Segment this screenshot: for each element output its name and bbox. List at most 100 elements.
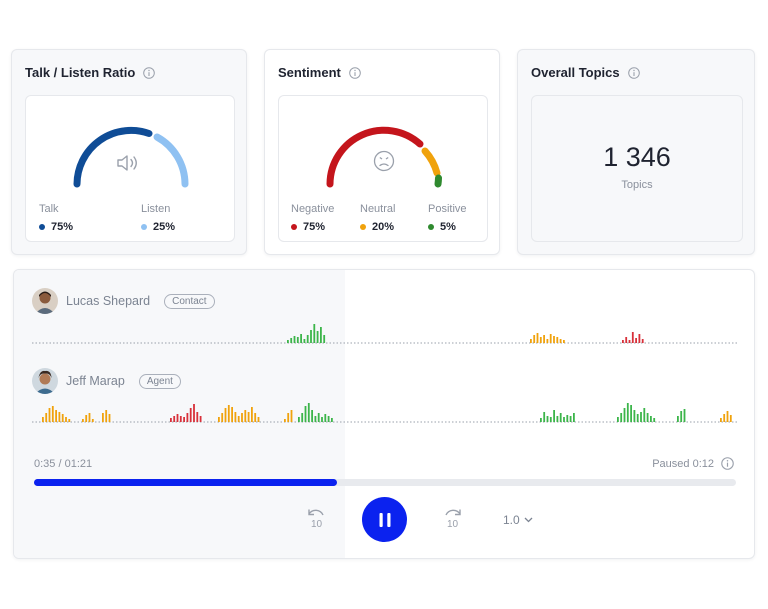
waveform-bar [680, 411, 683, 422]
waveform-bar [251, 407, 253, 422]
waveform-bar [196, 412, 199, 422]
waveform-bar [640, 412, 642, 422]
info-icon[interactable] [143, 66, 156, 79]
waveform-bar [290, 338, 293, 343]
waveform-bar [536, 333, 539, 343]
waveform-bar [559, 339, 562, 343]
talk-value: 75% [51, 221, 74, 233]
svg-text:10: 10 [447, 519, 459, 530]
waveform-bar [221, 413, 224, 422]
talk-listen-card: Talk / Listen Ratio Talk 75% Listen 25% [11, 49, 247, 255]
waveform-bar [543, 412, 546, 422]
waveform-bar [296, 337, 299, 343]
info-icon[interactable] [721, 457, 734, 470]
waveform-bar [179, 416, 182, 422]
waveform-bar [310, 330, 312, 343]
waveform-bar [653, 418, 656, 422]
neutral-label: Neutral [360, 203, 396, 215]
waveform-bar [630, 405, 632, 422]
waveform-bar [170, 418, 172, 422]
neutral-legend: Neutral 20% [360, 203, 395, 233]
waveform-bar [102, 413, 104, 422]
positive-dot [428, 224, 434, 230]
waveform-bar [638, 334, 641, 343]
waveform-bar [620, 413, 623, 422]
waveform-bar [68, 419, 71, 422]
waveform-bar [533, 335, 536, 343]
negative-legend: Negative 75% [291, 203, 334, 233]
waveform-bar [55, 410, 57, 422]
waveform-bar [237, 416, 240, 422]
speaker-agent: Jeff Marap Agent [32, 368, 181, 394]
elapsed-time: 0:35 / 01:21 [34, 458, 93, 470]
negative-arc [326, 126, 424, 188]
waveform-bar [540, 418, 542, 422]
waveform-bar [650, 416, 652, 422]
waveform-bar [556, 416, 559, 422]
agent-waveform[interactable] [32, 397, 738, 423]
listen-label: Listen [141, 203, 171, 215]
neutral-value: 20% [372, 221, 395, 233]
speaker-name: Jeff Marap [66, 374, 125, 388]
talk-dot [39, 224, 45, 230]
waveform-bar [306, 335, 309, 343]
negative-label: Negative [291, 203, 335, 215]
waveform-bar [82, 419, 84, 422]
waveform-bar [65, 417, 67, 422]
info-icon[interactable] [349, 66, 361, 79]
waveform-bar [321, 417, 323, 422]
waveform-bar [569, 416, 572, 422]
waveform-bar [193, 404, 195, 422]
waveform-bar [303, 339, 306, 343]
waveform-bar [549, 334, 552, 343]
sentiment-gauge [326, 126, 442, 188]
waveform-bar [331, 418, 333, 422]
waveform-bar [563, 340, 565, 343]
waveform-bar [723, 414, 726, 422]
positive-legend: Positive 5% [428, 203, 467, 233]
waveform-bar [559, 413, 562, 422]
talk-legend: Talk 75% [39, 203, 73, 233]
talk-label: Talk [39, 203, 59, 215]
waveform-bar [316, 331, 319, 343]
chevron-down-icon [524, 517, 533, 523]
speaker-volume-icon [117, 155, 137, 171]
waveform-bar [176, 414, 179, 422]
frown-face-icon [373, 150, 395, 172]
waveform-bar [287, 413, 290, 422]
info-icon[interactable] [627, 66, 640, 79]
waveform-bar [633, 410, 636, 422]
playback-speed-select[interactable]: 1.0 [503, 513, 533, 527]
waveform-bar [626, 403, 629, 422]
neutral-arc [421, 147, 441, 177]
negative-dot [291, 224, 297, 230]
waveform-bar [623, 408, 626, 422]
waveform-bar [307, 403, 310, 422]
waveform-bar [301, 413, 304, 422]
avatar [32, 368, 58, 394]
pause-button[interactable] [362, 497, 407, 542]
role-badge: Contact [164, 293, 215, 309]
contact-waveform[interactable] [32, 318, 738, 344]
waveform-bar [324, 414, 327, 422]
waveform-bar [234, 412, 237, 422]
talk-arc [73, 126, 153, 188]
progress-bar[interactable] [34, 479, 736, 486]
listen-legend: Listen 25% [141, 203, 175, 233]
talk-listen-panel: Talk 75% Listen 25% [25, 95, 235, 242]
waveform-bar [300, 334, 302, 343]
topics-card: Overall Topics 1 346 Topics [517, 49, 755, 255]
skip-back-button[interactable]: 10 [304, 506, 328, 535]
topics-panel: 1 346 Topics [531, 95, 743, 242]
waveform-bar [311, 410, 313, 422]
waveform-bar [189, 408, 192, 422]
skip-back-icon: 10 [308, 509, 324, 530]
waveform-bar [218, 417, 220, 422]
listen-value: 25% [153, 221, 176, 233]
waveform-bar [183, 417, 185, 422]
waveform-bar [45, 413, 48, 422]
waveform-bar [313, 324, 316, 343]
skip-forward-icon: 10 [445, 509, 461, 530]
skip-forward-button[interactable]: 10 [441, 506, 465, 535]
topics-label: Topics [621, 179, 653, 191]
